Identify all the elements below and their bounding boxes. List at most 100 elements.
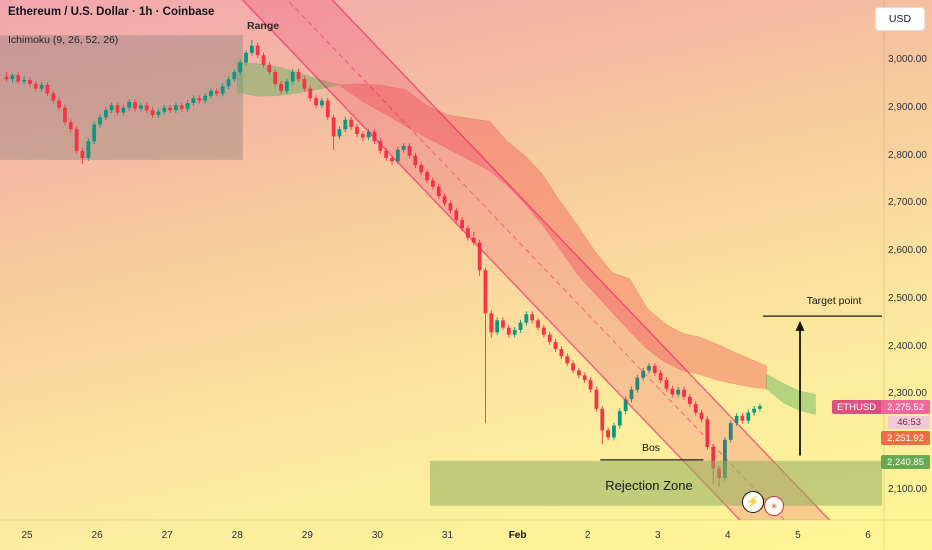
time-axis-label: 2	[584, 530, 591, 541]
candle-body	[45, 84, 50, 94]
time-axis-label: 25	[21, 530, 33, 541]
indicator-label[interactable]: Ichimoku (9, 26, 52, 26)	[8, 34, 119, 46]
candle-body	[442, 196, 447, 204]
candle-body	[273, 71, 278, 84]
candle-body	[109, 105, 114, 111]
candle-body	[168, 107, 172, 111]
time-axis-label: 26	[91, 530, 103, 541]
time-axis-label: 3	[654, 530, 661, 541]
time-axis-label: 28	[231, 530, 243, 541]
candle-body	[80, 150, 85, 158]
target-point-label[interactable]: Target point	[806, 295, 862, 307]
candle-body	[676, 389, 681, 395]
currency-usd-button[interactable]: USD	[875, 7, 925, 31]
candle-body	[4, 76, 9, 80]
flash-emoji-icon[interactable]: ⚡	[742, 491, 764, 513]
candle-body	[506, 327, 511, 335]
candle-body	[553, 341, 558, 350]
candle-body	[98, 117, 102, 125]
candle-body	[33, 83, 38, 89]
candle-body	[629, 389, 634, 400]
candle-body	[179, 105, 184, 109]
candle-body	[670, 388, 675, 395]
candle-body	[255, 45, 260, 56]
candle-body	[430, 180, 435, 187]
candle-body	[652, 365, 657, 373]
candle-body	[612, 425, 616, 438]
candle-body	[314, 98, 318, 106]
time-axis-label: 4	[725, 530, 731, 541]
candle-body	[127, 102, 132, 108]
candle-body	[530, 314, 535, 321]
rejection-zone-label[interactable]: Rejection Zone	[605, 478, 693, 493]
candle-body	[220, 86, 225, 94]
candle-body	[10, 75, 15, 80]
candle-body	[600, 408, 605, 431]
price-axis-label: 3,000.00	[888, 54, 927, 65]
channel-lower-line	[331, 0, 831, 520]
price-axis[interactable]: 3,000.00 2,900.00 2,800.00 2,700.00 2,600.00…	[884, 0, 932, 520]
candle-body	[197, 98, 202, 101]
price-axis-label: 2,400.00	[888, 340, 927, 352]
candle-body	[501, 320, 505, 328]
candle-body	[366, 131, 371, 138]
candle-body	[752, 408, 757, 413]
candle-body	[541, 327, 546, 335]
candle-body	[559, 349, 564, 357]
candle-body	[483, 270, 488, 314]
candle-body	[63, 107, 67, 123]
candle-body	[150, 110, 155, 115]
candle-body	[577, 370, 581, 376]
price-axis-label: 2,500.00	[888, 292, 927, 304]
candle-body	[454, 210, 459, 221]
candle-body	[466, 228, 470, 238]
candle-body	[355, 126, 359, 135]
candle-body	[606, 430, 611, 438]
candle-body	[360, 134, 365, 138]
candle-body	[115, 105, 120, 113]
indicator-price-tag-2: 2,240.85	[881, 455, 930, 469]
time-axis-label: 30	[371, 530, 383, 541]
candle-body	[279, 83, 283, 92]
candle-body	[711, 447, 716, 469]
ichimoku-cloud-bullish	[236, 61, 340, 97]
candle-body	[518, 322, 523, 330]
candle-body	[448, 203, 453, 211]
candle-body	[460, 220, 465, 229]
candle-body	[705, 419, 710, 447]
time-axis-label: Feb	[508, 530, 527, 541]
time-axis-label: 29	[301, 530, 313, 541]
candle-body	[647, 365, 651, 371]
bos-annotation-label[interactable]: Bos	[641, 442, 661, 454]
candle-body	[86, 141, 91, 158]
candle-body	[571, 363, 575, 371]
candle-body	[290, 71, 295, 82]
candle-body	[407, 146, 412, 156]
candle-body	[244, 52, 248, 63]
candle-body	[349, 119, 354, 127]
candle-body	[687, 396, 692, 404]
candle-body	[384, 150, 389, 158]
candle-body	[594, 389, 599, 409]
candle-body	[296, 71, 301, 80]
price-axis-label: 2,800.00	[888, 149, 927, 161]
candle-body	[723, 439, 727, 479]
candle-body	[623, 399, 628, 412]
last-price-tag-symbol: ETHUSD	[831, 400, 882, 414]
channel-fill	[242, 0, 830, 520]
candle-body	[390, 157, 394, 162]
red-seal-icon[interactable]: ✳	[764, 496, 784, 516]
candle-body	[22, 80, 26, 82]
candle-body	[635, 377, 640, 390]
candle-body	[740, 415, 745, 421]
candle-body	[68, 122, 73, 130]
candle-body	[617, 411, 622, 426]
time-axis[interactable]: 25 26 27 28 29 30 31 Feb 2 3 4 5 6	[0, 520, 884, 550]
candle-body	[728, 423, 733, 440]
range-box-label[interactable]: Range	[247, 20, 280, 32]
indicator-price-tag-1: 2,251.92	[881, 431, 930, 445]
last-price-tag: ETHUSD 2,275.52	[831, 400, 930, 414]
candle-body	[39, 84, 44, 89]
candle-body	[693, 404, 698, 413]
